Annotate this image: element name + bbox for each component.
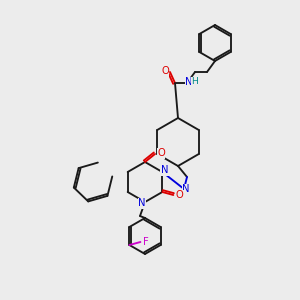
Text: N: N <box>160 165 168 175</box>
Text: H: H <box>192 77 198 86</box>
Text: O: O <box>157 148 165 158</box>
Text: N: N <box>185 77 193 87</box>
Text: F: F <box>142 237 148 247</box>
Text: N: N <box>138 198 146 208</box>
Text: N: N <box>182 184 190 194</box>
Text: O: O <box>176 190 183 200</box>
Text: O: O <box>161 66 169 76</box>
